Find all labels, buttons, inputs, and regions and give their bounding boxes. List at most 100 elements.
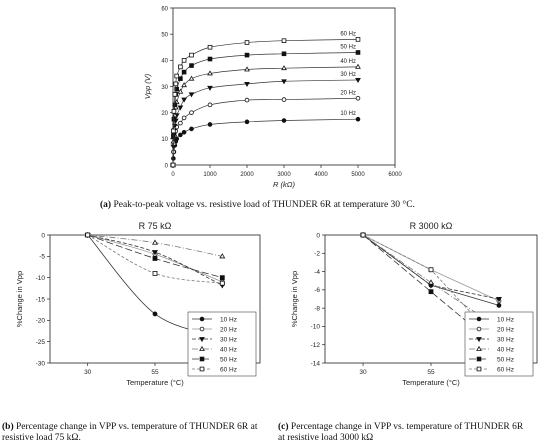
series-label: 10 Hz — [340, 111, 356, 117]
y-tick-label: 0 — [165, 163, 169, 169]
data-point — [219, 280, 225, 286]
x-axis-label: R (kΩ) — [273, 180, 295, 189]
data-point — [178, 76, 183, 81]
data-point — [281, 118, 287, 123]
y-tick-label: 0 — [41, 232, 45, 239]
caption-c: (c) Percentage change in VPP vs. tempera… — [278, 422, 523, 444]
legend-label: 20 Hz — [220, 326, 237, 333]
y-tick-label: -2 — [314, 251, 320, 258]
data-point — [207, 44, 213, 50]
data-point — [189, 110, 194, 115]
legend-label: 30 Hz — [220, 336, 237, 343]
legend-marker — [199, 366, 205, 372]
y-tick-label: 20 — [161, 111, 168, 117]
legend: 10 Hz 20 Hz 30 Hz 40 Hz 50 Hz 60 Hz — [464, 311, 534, 377]
chart-title: R 3000 kΩ — [410, 221, 453, 231]
caption-a-tag: (a) — [100, 200, 112, 210]
x-axis-label: Temperature (°C) — [126, 378, 184, 387]
y-tick-label: -25 — [36, 339, 46, 346]
series-line — [172, 118, 359, 166]
data-point — [281, 79, 287, 85]
legend-label: 50 Hz — [220, 356, 237, 363]
series-line — [172, 97, 359, 166]
caption-b-line1: Percentage change in VPP vs. temperature… — [16, 422, 258, 432]
data-point — [355, 95, 361, 101]
legend-marker — [476, 356, 482, 362]
legend-marker — [476, 337, 482, 343]
legend-marker — [199, 316, 205, 322]
data-point — [281, 97, 287, 102]
data-point — [244, 66, 250, 72]
data-point — [355, 116, 361, 122]
plot-frame — [172, 7, 396, 166]
y-tick-label: -30 — [36, 360, 46, 367]
x-tick-label: 2000 — [240, 172, 254, 178]
data-point — [181, 82, 187, 88]
chart-title: R 75 kΩ — [139, 221, 172, 231]
legend-marker — [476, 366, 482, 372]
data-point — [495, 297, 502, 303]
data-point — [85, 232, 91, 238]
data-point — [281, 38, 287, 44]
legend-label: 10 Hz — [497, 316, 514, 323]
legend-marker — [476, 345, 482, 351]
data-point — [174, 73, 180, 79]
data-point — [219, 275, 225, 281]
x-tick-label: 6000 — [388, 172, 402, 178]
data-point — [189, 52, 194, 58]
x-tick-label: 1000 — [203, 172, 217, 178]
data-point — [178, 132, 183, 138]
data-point — [172, 102, 178, 108]
data-point — [244, 97, 250, 103]
y-tick-label: -10 — [311, 324, 321, 331]
x-tick-label: 30 — [84, 369, 92, 376]
data-point — [152, 311, 158, 317]
data-point — [281, 51, 287, 57]
legend-label: 10 Hz — [220, 316, 237, 323]
data-point — [207, 85, 213, 91]
series-50-hz: 50 Hz — [170, 44, 361, 168]
caption-b: (b) Percentage change in VPP vs. tempera… — [2, 422, 258, 444]
data-point — [177, 105, 184, 111]
x-tick-label: 55 — [427, 369, 435, 376]
y-axis-label: %Change in Vpp — [15, 271, 24, 327]
data-point — [171, 128, 176, 134]
data-point — [173, 81, 179, 87]
data-point — [178, 64, 183, 70]
legend-label: 60 Hz — [497, 366, 514, 373]
legend-marker — [476, 316, 482, 322]
legend-label: 50 Hz — [497, 356, 514, 363]
data-point — [171, 109, 177, 114]
data-point — [428, 279, 434, 285]
series-line — [172, 66, 359, 166]
y-axis-label: %Change in Vpp — [290, 271, 299, 327]
caption-c-line2: at resistive load 3000 kΩ — [278, 433, 374, 443]
series-60-hz: 60 Hz — [170, 31, 361, 168]
data-point — [355, 37, 361, 42]
legend-label: 30 Hz — [497, 336, 514, 343]
series-20-hz: 20 Hz — [170, 90, 361, 168]
data-point — [152, 250, 158, 256]
legend-label: 40 Hz — [497, 346, 514, 353]
data-point — [152, 256, 158, 261]
legend-label: 20 Hz — [497, 326, 514, 333]
y-tick-label: 50 — [161, 32, 168, 38]
series-label: 20 Hz — [340, 90, 356, 96]
caption-b-tag: (b) — [2, 422, 14, 432]
data-point — [181, 129, 187, 135]
x-tick-label: 5000 — [351, 172, 365, 178]
y-tick-label: 10 — [161, 137, 168, 143]
y-tick-label: -5 — [39, 254, 45, 261]
data-point — [355, 63, 361, 69]
chart-vpp-vs-resistance: 0 1000 2000 3000 4000 5000 6000 0 10 20 30 40 50 60 R … — [143, 6, 402, 189]
legend-box — [464, 311, 534, 377]
series-label: 60 Hz — [340, 31, 356, 37]
data-point — [188, 75, 195, 81]
legend-marker — [199, 326, 205, 332]
y-tick-label: -6 — [314, 287, 320, 294]
data-point — [219, 253, 226, 259]
series-line — [172, 52, 359, 166]
legend: 10 Hz 20 Hz 30 Hz 40 Hz 50 Hz 60 Hz — [187, 311, 257, 377]
data-point — [172, 92, 178, 97]
